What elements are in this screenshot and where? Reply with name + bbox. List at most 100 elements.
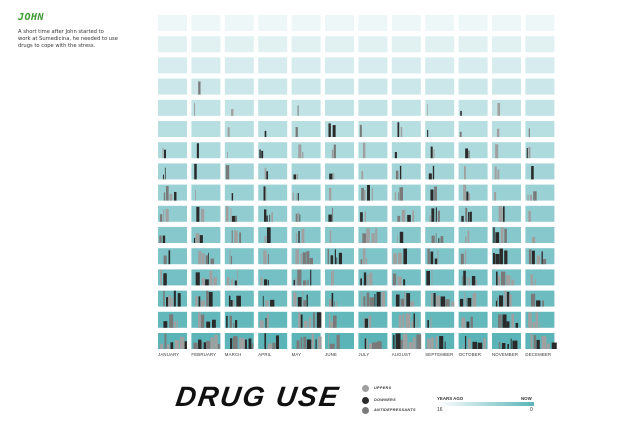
month-cell	[224, 78, 254, 95]
month-cell	[425, 15, 455, 31]
month-cell	[258, 36, 288, 53]
drug-use-mark	[328, 214, 332, 222]
cell-background	[224, 248, 254, 265]
drug-use-mark	[364, 211, 366, 222]
drug-use-mark	[212, 319, 216, 328]
cell-background	[258, 36, 288, 53]
drug-use-mark	[329, 230, 332, 243]
drug-use-mark	[239, 232, 242, 243]
drug-use-mark	[432, 165, 435, 180]
month-cell	[291, 78, 321, 95]
drug-use-mark	[163, 273, 167, 286]
cell-background	[191, 121, 221, 137]
drug-use-mark	[494, 191, 497, 201]
drug-use-mark	[231, 215, 236, 222]
drug-use-mark	[173, 321, 177, 328]
drug-use-mark	[530, 333, 533, 349]
month-cell	[525, 163, 555, 180]
month-cell	[458, 290, 488, 307]
cell-background	[224, 121, 254, 137]
drug-use-mark	[251, 343, 254, 349]
drug-use-mark	[504, 250, 508, 265]
drug-use-mark	[496, 128, 500, 137]
drug-use-mark	[213, 277, 217, 286]
month-cell	[458, 15, 488, 31]
drug-use-mark	[301, 228, 305, 243]
month-cell	[492, 248, 521, 265]
drug-use-mark	[165, 209, 169, 222]
month-cell	[525, 15, 555, 31]
drug-use-mark	[394, 152, 397, 159]
cell-background	[191, 99, 221, 116]
month-cell	[458, 99, 488, 116]
month-cell	[425, 99, 455, 116]
cell-background	[158, 121, 187, 137]
month-cell	[525, 290, 555, 307]
month-cell	[492, 36, 521, 53]
drug-use-mark	[435, 336, 438, 349]
drug-use-mark	[526, 147, 528, 159]
cell-background	[458, 227, 488, 243]
drug-use-mark	[302, 280, 307, 286]
month-cell	[158, 99, 187, 116]
drug-use-mark	[375, 228, 378, 243]
drug-use-mark	[234, 280, 237, 286]
month-cell	[458, 333, 488, 349]
drug-use-mark	[406, 293, 411, 307]
drug-use-mark	[541, 335, 547, 349]
drug-use-mark	[371, 188, 373, 201]
month-cell	[158, 121, 187, 137]
month-cell	[492, 121, 521, 137]
drug-use-mark	[261, 150, 264, 159]
legend-label: UPPERS	[374, 386, 392, 390]
drug-use-mark	[495, 300, 497, 307]
month-cell	[258, 99, 288, 116]
drug-use-mark	[226, 315, 228, 328]
cell-background	[458, 142, 488, 159]
month-cell	[325, 311, 354, 328]
month-cell	[358, 333, 388, 349]
drug-use-mark	[528, 249, 532, 265]
cell-background	[525, 142, 555, 159]
month-cell	[525, 78, 555, 95]
drug-use-mark	[328, 123, 331, 137]
month-label: FEBRUARY	[191, 352, 217, 357]
cell-background	[224, 99, 254, 116]
cell-background	[191, 15, 221, 31]
drug-use-mark	[499, 248, 503, 265]
drug-use-mark	[405, 313, 411, 328]
month-cell	[258, 184, 288, 201]
drug-use-mark	[496, 271, 498, 286]
cell-background	[492, 99, 521, 116]
month-label: APRIL	[258, 352, 272, 357]
drug-use-mark	[468, 277, 471, 286]
cell-background	[458, 311, 488, 328]
drug-use-mark	[361, 171, 364, 180]
month-cell	[158, 36, 187, 53]
month-cell	[291, 290, 321, 307]
month-cell	[525, 205, 555, 222]
drug-use-mark	[528, 210, 531, 222]
drug-use-mark	[230, 208, 232, 222]
drug-use-mark	[435, 233, 437, 243]
month-cell	[191, 163, 221, 180]
drug-use-mark	[366, 228, 370, 243]
drug-use-mark	[471, 275, 476, 286]
drug-use-mark	[402, 313, 405, 328]
drug-use-mark	[365, 258, 368, 265]
drug-use-mark	[438, 238, 440, 243]
drug-use-mark	[462, 344, 464, 349]
drug-use-mark	[332, 125, 336, 137]
drug-use-mark	[427, 129, 429, 137]
drug-use-mark	[497, 314, 502, 328]
drug-use-mark	[263, 250, 267, 265]
drug-use-mark	[173, 290, 176, 307]
drug-use-mark	[227, 127, 230, 137]
month-cell	[391, 227, 421, 243]
drug-use-mark	[501, 343, 506, 349]
drug-use-mark	[330, 321, 333, 328]
drug-use-mark	[362, 233, 366, 243]
drug-use-mark	[461, 215, 464, 222]
month-cell	[525, 57, 555, 74]
drug-use-mark	[362, 142, 366, 159]
